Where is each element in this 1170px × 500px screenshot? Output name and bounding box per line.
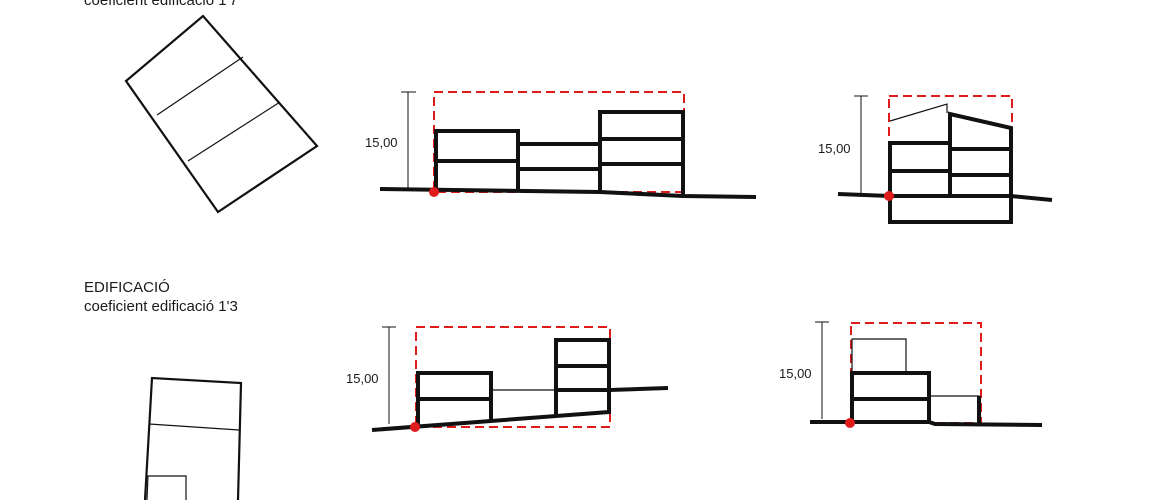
height-label-bottom-2: 15,00 bbox=[779, 366, 812, 381]
section-bottom-2 bbox=[810, 321, 1043, 428]
bottom-coefficient-label: coeficient edificació 1'3 bbox=[84, 298, 238, 315]
reference-point bbox=[429, 187, 439, 197]
bottom-title: EDIFICACIÓ bbox=[84, 279, 170, 296]
terrain-line bbox=[810, 420, 1043, 427]
section-bottom-1 bbox=[371, 326, 669, 432]
section-top-2 bbox=[837, 95, 1053, 224]
height-label-top-1: 15,00 bbox=[365, 135, 398, 150]
height-label-top-2: 15,00 bbox=[818, 141, 851, 156]
top-coefficient-label: coeficient edificació 1'7 bbox=[84, 0, 238, 9]
reference-point bbox=[410, 422, 420, 432]
reference-point bbox=[884, 191, 894, 201]
terrain-line bbox=[837, 192, 1053, 202]
terrain-line bbox=[371, 386, 669, 432]
section-top-1 bbox=[379, 91, 757, 199]
reference-point bbox=[845, 418, 855, 428]
height-label-bottom-1: 15,00 bbox=[346, 371, 379, 386]
plan-view-bottom bbox=[143, 376, 243, 500]
terrain-line bbox=[379, 187, 757, 199]
plan-view-top bbox=[124, 14, 319, 214]
